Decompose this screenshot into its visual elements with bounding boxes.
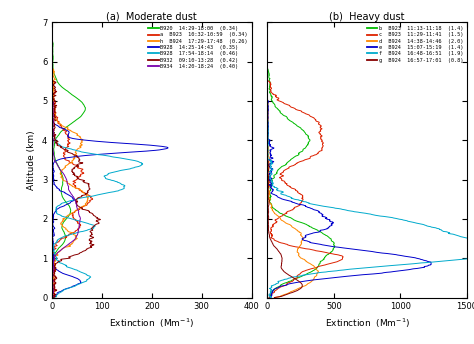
X-axis label: Extinction  (Mm$^{-1}$): Extinction (Mm$^{-1}$) (325, 317, 410, 330)
Legend: B920  14:29-18:00  (0.34), a  B923  10:32-10:59  (0.34), h  B924  17:29-17:48  (: B920 14:29-18:00 (0.34), a B923 10:32-10… (147, 25, 249, 70)
X-axis label: Extinction  (Mm$^{-1}$): Extinction (Mm$^{-1}$) (109, 317, 194, 330)
Title: (a)  Moderate dust: (a) Moderate dust (107, 12, 197, 22)
Title: (b)  Heavy dust: (b) Heavy dust (329, 12, 405, 22)
Y-axis label: Altitude (km): Altitude (km) (27, 130, 36, 190)
Legend: b  B923  11:13-11:18  (1.4), c  B923  11:29-11:41  (1.5), d  B924  14:38-14:46  : b B923 11:13-11:18 (1.4), c B923 11:29-1… (365, 25, 464, 64)
